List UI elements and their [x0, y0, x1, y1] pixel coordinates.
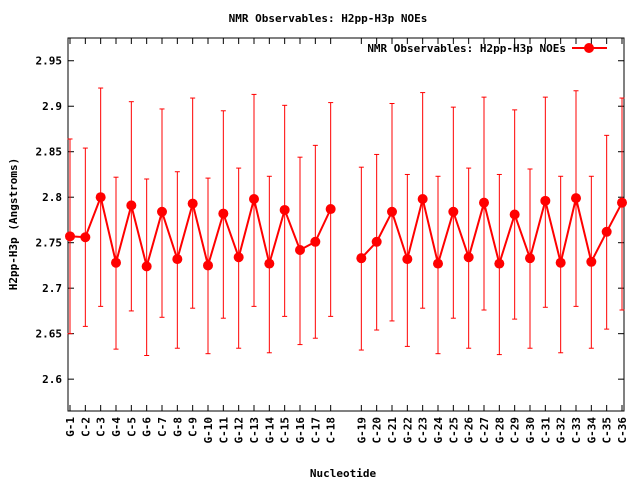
data-point — [157, 206, 167, 217]
x-tick-label: C-33 — [570, 417, 583, 444]
y-tick-label: 2.9 — [42, 100, 62, 113]
data-point — [555, 257, 566, 268]
data-point — [540, 195, 551, 206]
x-tick-label: C-7 — [156, 417, 169, 437]
x-tick-label: G-30 — [524, 417, 537, 444]
x-tick-label: G-8 — [171, 417, 184, 437]
data-point — [479, 197, 489, 208]
x-tick-label: G-10 — [202, 417, 215, 444]
y-axis: 2.6 2.65 2.7 2.75 2.8 2.85 2.9 2.95 — [36, 55, 624, 386]
y-tick-label: 2.7 — [42, 282, 62, 295]
data-point — [371, 236, 382, 247]
x-tick-label: C-36 — [616, 417, 629, 444]
x-tick-label: C-17 — [309, 417, 322, 444]
x-axis: G-1 C-2 C-3 G-4 C-5 G-6 C-7 G-8 C-9 G-10 C-11 G-12 C… — [64, 38, 629, 444]
x-tick-label: G-4 — [110, 417, 123, 437]
x-tick-label: C-23 — [417, 417, 430, 444]
error-bars — [67, 87, 625, 357]
y-tick-label: 2.85 — [36, 146, 63, 159]
data-point — [218, 208, 229, 219]
data-point — [264, 258, 275, 269]
data-point — [233, 252, 244, 263]
x-tick-label: C-13 — [248, 417, 261, 444]
data-point — [494, 258, 505, 269]
data-point — [601, 226, 612, 237]
x-tick-label: C-15 — [279, 417, 292, 444]
x-tick-label: C-5 — [125, 417, 138, 437]
data-point — [387, 206, 397, 217]
x-tick-label: G-6 — [141, 417, 154, 437]
x-tick-label: G-24 — [432, 417, 445, 444]
x-tick-label: G-19 — [355, 417, 368, 444]
legend: NMR Observables: H2pp-H3p NOEs — [367, 42, 607, 55]
data-point — [172, 254, 183, 265]
y-tick-label: 2.95 — [36, 55, 63, 68]
series-line-segment — [360, 197, 623, 268]
x-tick-label: C-21 — [386, 417, 399, 444]
x-tick-label: C-35 — [601, 417, 614, 444]
series-line — [69, 193, 623, 271]
data-point — [279, 204, 290, 215]
data-point — [586, 256, 597, 267]
x-tick-label: G-26 — [463, 417, 476, 444]
x-tick-label: G-34 — [585, 417, 598, 444]
x-tick-label: C-2 — [79, 417, 92, 437]
x-tick-label: G-12 — [233, 417, 246, 444]
y-tick-label: 2.65 — [36, 328, 63, 341]
data-point — [126, 200, 137, 211]
x-tick-label: C-31 — [539, 417, 552, 444]
x-tick-label: C-27 — [478, 417, 491, 444]
data-point — [509, 209, 520, 220]
data-point — [249, 194, 259, 205]
data-point — [65, 231, 75, 242]
data-point — [80, 232, 91, 243]
y-tick-label: 2.6 — [42, 373, 62, 386]
x-tick-label: G-14 — [263, 417, 276, 444]
x-axis-label: Nucleotide — [310, 467, 377, 480]
chart-title: NMR Observables: H2pp-H3p NOEs — [229, 12, 428, 25]
data-point — [448, 206, 459, 217]
data-point — [325, 204, 336, 215]
plot-frame — [67, 37, 625, 412]
x-tick-label: G-28 — [493, 417, 506, 444]
y-tick-label: 2.8 — [42, 191, 62, 204]
y-axis-label: H2pp-H3p (Angstroms) — [7, 158, 20, 290]
data-point — [95, 192, 106, 203]
data-point — [433, 258, 443, 269]
x-tick-label: C-29 — [509, 417, 522, 444]
x-tick-label: G-1 — [64, 417, 77, 437]
data-point — [617, 197, 627, 208]
x-tick-label: C-20 — [371, 417, 384, 444]
data-point — [571, 193, 581, 204]
legend-label: NMR Observables: H2pp-H3p NOEs — [367, 42, 566, 55]
data-point — [295, 244, 305, 255]
data-point — [463, 252, 474, 263]
x-tick-label: C-25 — [447, 417, 460, 444]
x-tick-label: G-16 — [294, 417, 307, 444]
x-tick-label: G-22 — [401, 417, 414, 444]
x-tick-label: C-3 — [95, 417, 108, 437]
data-point — [203, 260, 213, 271]
data-point — [187, 198, 198, 209]
data-point — [356, 253, 367, 264]
x-tick-label: C-11 — [217, 417, 230, 444]
data-point — [417, 194, 428, 205]
data-point — [525, 253, 535, 264]
x-tick-label: C-9 — [187, 417, 200, 437]
data-points — [65, 192, 627, 272]
data-point — [402, 254, 413, 265]
x-tick-label: G-32 — [555, 417, 568, 444]
legend-swatch-marker — [584, 43, 594, 53]
data-point — [310, 236, 321, 247]
data-point — [141, 261, 152, 272]
y-tick-label: 2.75 — [36, 237, 63, 250]
data-point — [111, 257, 121, 268]
x-tick-label: C-18 — [325, 417, 338, 444]
series-line-segment — [69, 193, 332, 271]
